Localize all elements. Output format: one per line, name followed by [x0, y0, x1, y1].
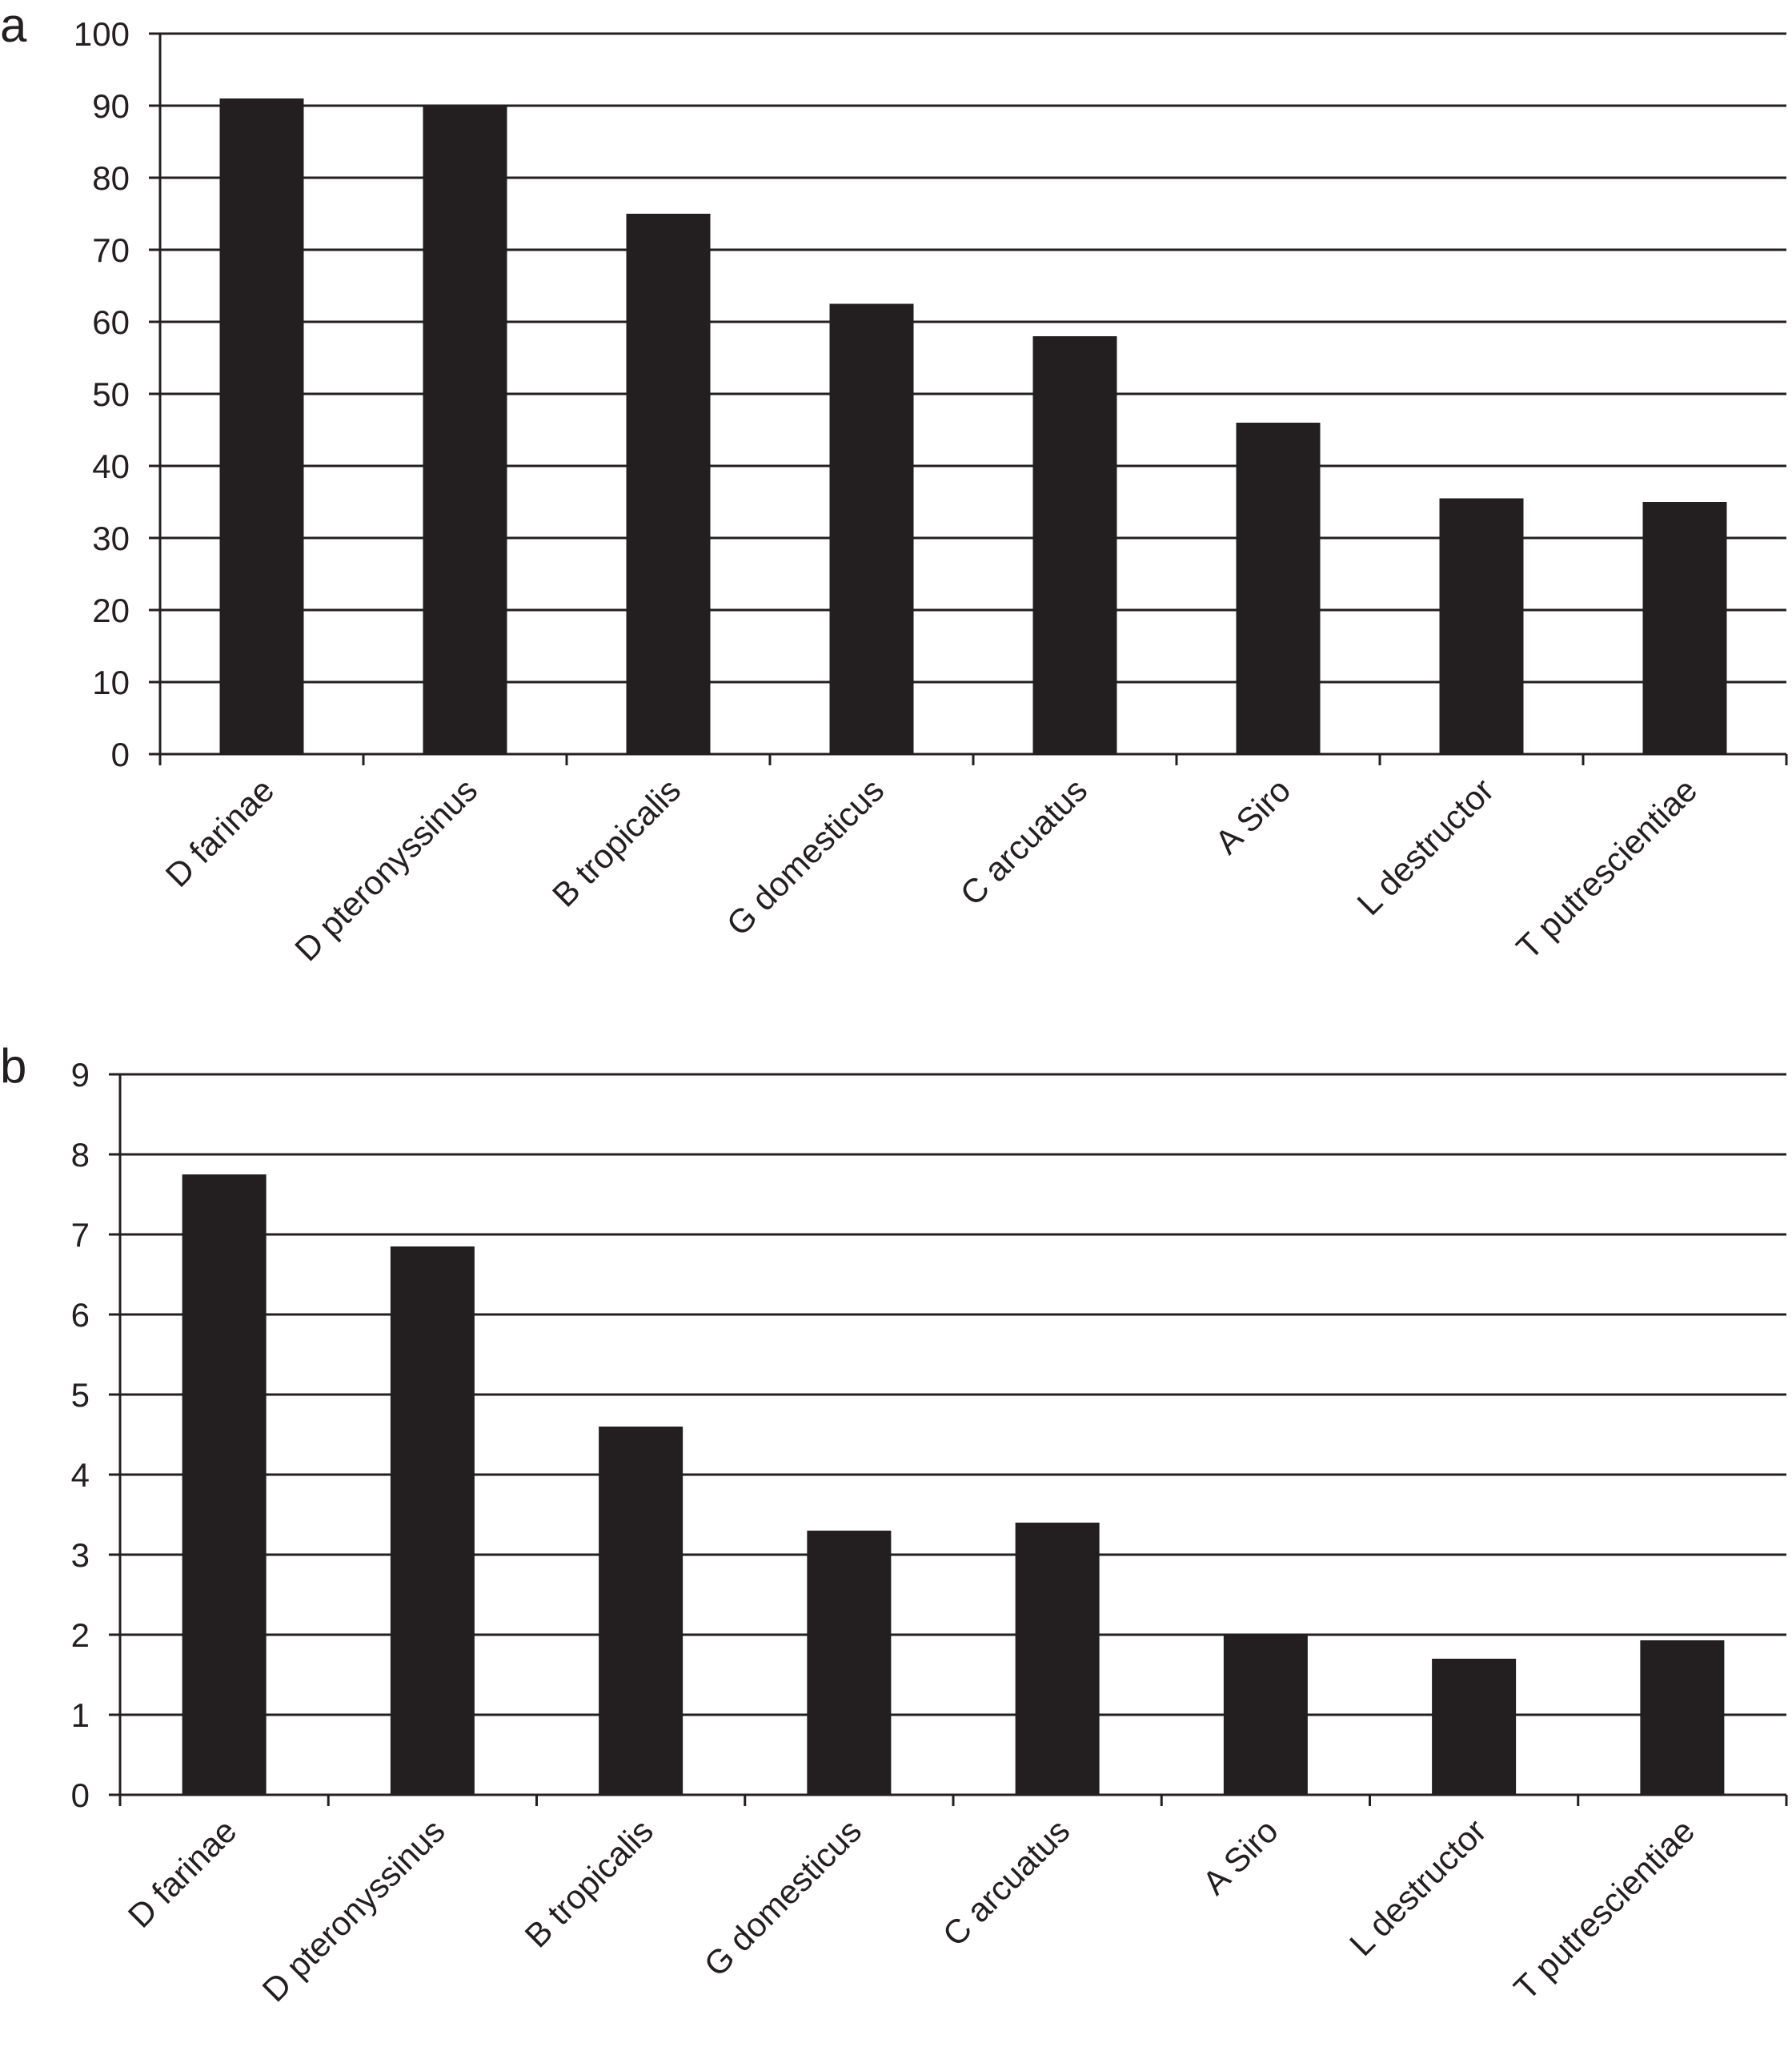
y-tick-label: 40 [92, 448, 130, 485]
bar [807, 1531, 892, 1795]
bar [1642, 502, 1727, 754]
y-tick-label: 30 [92, 520, 130, 557]
chart-panel-b: b 0 1 2 3 4 5 6 7 8 9 D farinae D pteronyssinus B tr… [0, 1039, 1788, 2009]
y-tick-label: 3 [71, 1536, 90, 1574]
x-tick-label: T putrescientiae [1509, 771, 1704, 966]
x-tick-label: D farinae [121, 1812, 244, 1935]
bar [219, 98, 304, 754]
y-tick-label: 90 [92, 87, 130, 125]
bar [1223, 1635, 1308, 1795]
x-tick-label: A Siro [1208, 771, 1297, 861]
y-tick-label: 6 [71, 1296, 90, 1334]
y-tick-label: 5 [71, 1376, 90, 1414]
x-tick-label: L destructor [1342, 1812, 1493, 1963]
panel-letter-a: a [0, 0, 27, 52]
bar [390, 1246, 475, 1795]
x-tick-label: C arcuatus [953, 771, 1095, 913]
bar [1640, 1640, 1725, 1795]
bar [1032, 336, 1117, 754]
x-tick-label: L destructor [1349, 771, 1501, 922]
y-tick-label: 4 [71, 1456, 90, 1494]
x-tick-label: B tropicalis [518, 1812, 660, 1954]
x-tick-label: D pteronyssinus [287, 771, 484, 968]
x-tick-label: G domesticus [696, 1812, 868, 1984]
x-tick-label: T putrescientiae [1506, 1812, 1702, 2007]
y-tick-label: 20 [92, 592, 130, 629]
y-tick-label: 1 [71, 1696, 90, 1734]
x-tick-label: D farinae [158, 771, 282, 894]
x-tick-label: B tropicalis [545, 771, 688, 913]
y-tick-label: 100 [74, 15, 130, 53]
y-tick-label: 7 [71, 1216, 90, 1254]
y-tick-label: 70 [92, 231, 130, 269]
y-tick-label: 2 [71, 1616, 90, 1654]
y-tick-label: 60 [92, 303, 130, 341]
x-tick-label: C arcuatus [936, 1812, 1077, 1953]
panel-letter-b: b [0, 1039, 26, 1093]
bar [829, 303, 914, 754]
bar [626, 214, 711, 754]
bar [599, 1427, 684, 1795]
y-tick-label: 50 [92, 375, 130, 413]
chart-panel-a: a 0 10 20 30 40 50 60 70 80 90 100 D farinae D ptero… [0, 0, 1788, 968]
y-tick-label: 8 [71, 1136, 90, 1174]
x-tick-label: G domesticus [720, 771, 892, 943]
y-tick-label: 0 [111, 736, 130, 773]
x-tick-label: D pteronyssinus [255, 1812, 452, 2009]
bar [1439, 498, 1524, 754]
bar [1236, 423, 1321, 754]
x-tick-label: A Siro [1195, 1812, 1285, 1901]
bar [423, 106, 507, 754]
bar [1432, 1659, 1517, 1795]
y-tick-label: 0 [71, 1776, 90, 1814]
y-tick-label: 80 [92, 159, 130, 197]
bar [1015, 1523, 1100, 1795]
y-tick-label: 9 [71, 1056, 90, 1094]
bar [182, 1174, 267, 1795]
y-tick-label: 10 [92, 664, 130, 701]
